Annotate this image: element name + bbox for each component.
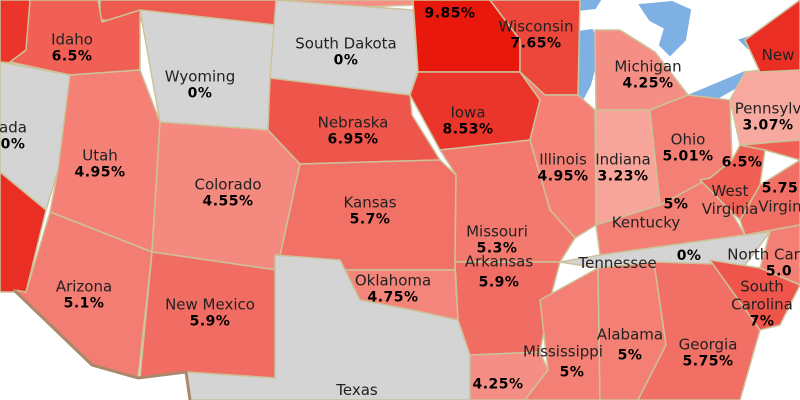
state-nv	[0, 61, 71, 211]
lake-michigan	[576, 28, 600, 103]
lake-huron	[638, 0, 692, 57]
state-tx	[185, 254, 481, 400]
state-ms	[524, 267, 601, 400]
state-mo	[439, 139, 576, 263]
state-sc	[709, 259, 800, 331]
state-ks	[276, 159, 457, 271]
state-il	[519, 71, 597, 239]
state-wy	[139, 9, 277, 131]
state-ny	[744, 0, 800, 73]
state-va	[739, 159, 800, 236]
state-pa	[729, 64, 800, 146]
state-md	[739, 139, 800, 161]
state-nm	[139, 251, 278, 379]
state-tn	[559, 231, 771, 269]
border-outline	[12, 288, 192, 400]
state-co	[151, 121, 301, 271]
